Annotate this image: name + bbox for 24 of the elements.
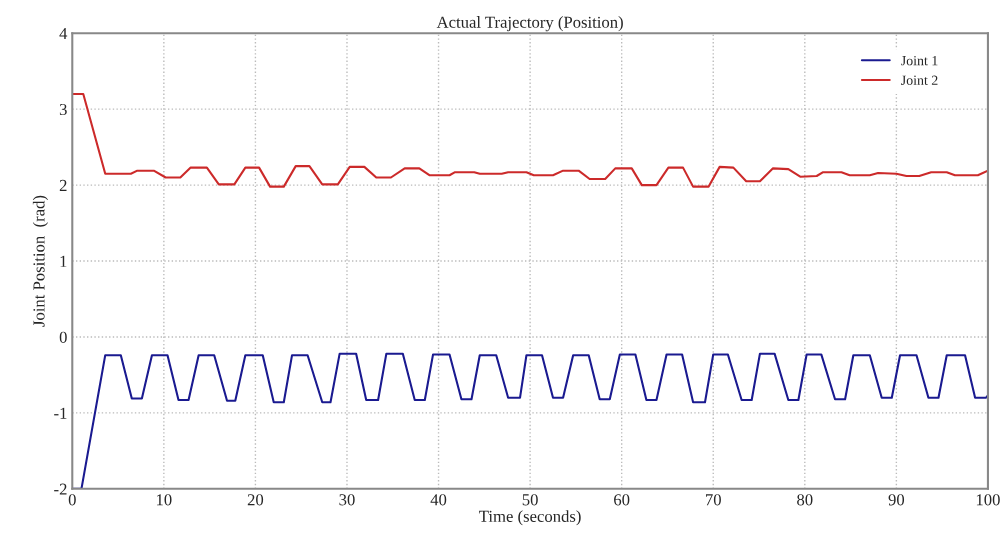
x-tick-label: 50	[522, 494, 538, 506]
x-tick-label: 20	[247, 494, 264, 506]
y-axis-title: Joint Position (rad)	[32, 195, 48, 327]
x-tick-label: 100	[976, 494, 1000, 506]
x-tick-label: 0	[68, 494, 76, 506]
y-tick-label: 1	[60, 255, 67, 267]
x-tick-label: 80	[797, 494, 813, 506]
x-tick-label: 90	[888, 494, 905, 506]
x-tick-label: 10	[156, 494, 172, 506]
line-series	[72, 92, 988, 188]
legend-label: Joint 1	[901, 55, 938, 66]
x-tick-label: 40	[430, 494, 447, 506]
y-tick-label: 4	[59, 28, 68, 40]
x-tick-label: 70	[706, 494, 721, 506]
legend-label: Joint 2	[901, 75, 938, 85]
y-tick-label: -1	[54, 407, 67, 419]
x-axis-title: Time (seconds)	[479, 510, 581, 526]
y-tick-label: -2	[54, 483, 67, 495]
y-tick-label: 2	[59, 179, 67, 191]
x-tick-label: 30	[339, 494, 355, 506]
x-tick-label: 60	[614, 494, 630, 506]
y-tick-label: 3	[59, 103, 67, 116]
y-tick-label: 0	[59, 331, 67, 343]
chart-title: Actual Trajectory (Position)	[436, 16, 623, 32]
